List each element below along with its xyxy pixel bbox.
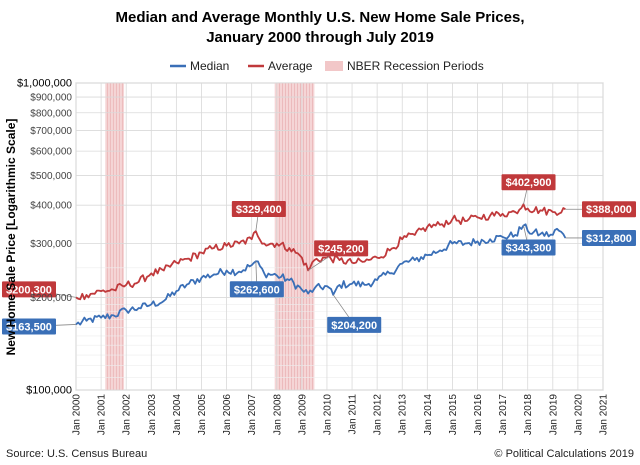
x-tick-label: Jan 2012 bbox=[373, 394, 384, 436]
x-tick-label: Jan 2019 bbox=[548, 394, 559, 436]
x-tick-label: Jan 2009 bbox=[297, 394, 308, 436]
y-tick-label: $100,000 bbox=[26, 385, 72, 397]
x-tick-label: Jan 2014 bbox=[423, 394, 434, 436]
legend-average-label: Average bbox=[268, 59, 313, 73]
callout-label: $329,400 bbox=[236, 204, 282, 216]
source-note: Source: U.S. Census Bureau bbox=[6, 448, 147, 460]
x-tick-label: Jan 2004 bbox=[172, 394, 183, 436]
legend-median-label: Median bbox=[190, 59, 229, 73]
x-tick-label: Jan 2017 bbox=[498, 394, 509, 436]
callout-label: $245,200 bbox=[318, 243, 364, 255]
legend-recession-label: NBER Recession Periods bbox=[347, 59, 484, 73]
x-tick-label: Jan 2020 bbox=[573, 394, 584, 436]
callout-box bbox=[582, 229, 636, 246]
x-tick-label: Jan 2021 bbox=[599, 394, 610, 436]
y-tick-label: $500,000 bbox=[30, 171, 72, 182]
callout-box bbox=[582, 201, 636, 218]
callout-box bbox=[314, 240, 369, 257]
x-axis-ticks: Jan 2000 Jan 2001 Jan 2002 Jan 2003 Jan 2004… bbox=[72, 394, 610, 436]
x-tick-label: Jan 2016 bbox=[473, 394, 484, 436]
y-tick-label: $600,000 bbox=[30, 147, 72, 158]
legend-recession-swatch bbox=[325, 61, 343, 71]
x-tick-label: Jan 2000 bbox=[72, 394, 83, 436]
x-tick-label: Jan 2011 bbox=[348, 394, 359, 435]
recession-bands bbox=[105, 83, 315, 390]
callout-label: $204,200 bbox=[331, 320, 377, 332]
y-axis-ticks: $1,000,000 $900,000 $800,000 $700,000 $600,0… bbox=[17, 78, 72, 397]
callout-box bbox=[2, 318, 56, 335]
y-tick-label: $400,000 bbox=[30, 201, 72, 212]
x-tick-label: Jan 2010 bbox=[322, 394, 333, 436]
callout-label: $388,000 bbox=[586, 204, 632, 216]
y-tick-label: $700,000 bbox=[30, 126, 72, 137]
x-tick-label: Jan 2018 bbox=[523, 394, 534, 436]
gridlines bbox=[75, 82, 604, 391]
y-tick-label: $1,000,000 bbox=[17, 78, 72, 90]
series-line-median bbox=[75, 223, 567, 326]
callout-box bbox=[501, 174, 556, 191]
callout-label: $262,600 bbox=[234, 284, 280, 296]
callout-label: $163,500 bbox=[6, 321, 52, 333]
plot-area: $200,300 $163,500 $329,400 $262,600 $245,200… bbox=[2, 82, 636, 391]
callout-label: $402,900 bbox=[506, 177, 552, 189]
callout-box bbox=[501, 239, 556, 256]
x-tick-label: Jan 2007 bbox=[247, 394, 258, 436]
callout-box bbox=[327, 316, 382, 333]
callout-label: $312,800 bbox=[586, 233, 632, 245]
callout-label: $343,300 bbox=[506, 243, 552, 255]
callout-box bbox=[231, 201, 286, 218]
x-tick-label: Jan 2005 bbox=[197, 394, 208, 436]
x-tick-label: Jan 2003 bbox=[147, 394, 158, 436]
x-tick-label: Jan 2015 bbox=[448, 394, 459, 436]
recession-band-0 bbox=[105, 83, 125, 390]
chart-title-line1: Median and Average Monthly U.S. New Home… bbox=[115, 9, 524, 26]
y-tick-label: $300,000 bbox=[30, 239, 72, 250]
chart-title-line2: January 2000 through July 2019 bbox=[206, 29, 434, 46]
x-tick-label: Jan 2006 bbox=[222, 394, 233, 436]
data-callouts: $200,300 $163,500 $329,400 $262,600 $245,200… bbox=[2, 174, 636, 335]
callout-label: $200,300 bbox=[6, 284, 52, 296]
plot-background bbox=[75, 82, 604, 391]
copyright-note: © Political Calculations 2019 bbox=[494, 448, 634, 460]
y-tick-label: $900,000 bbox=[30, 93, 72, 104]
y-tick-label: $800,000 bbox=[30, 108, 72, 119]
y-tick-label: $200,000 bbox=[30, 293, 72, 304]
y-axis-label: New Home Sale Price [Logarithmic Scale] bbox=[4, 119, 18, 356]
x-tick-label: Jan 2002 bbox=[122, 394, 133, 436]
x-tick-label: Jan 2013 bbox=[398, 394, 409, 436]
callout-box bbox=[2, 281, 56, 298]
callout-box bbox=[229, 281, 284, 298]
legend: Median Average NBER Recession Periods bbox=[170, 59, 484, 73]
x-tick-label: Jan 2008 bbox=[272, 394, 283, 436]
x-tick-label: Jan 2001 bbox=[97, 394, 108, 436]
